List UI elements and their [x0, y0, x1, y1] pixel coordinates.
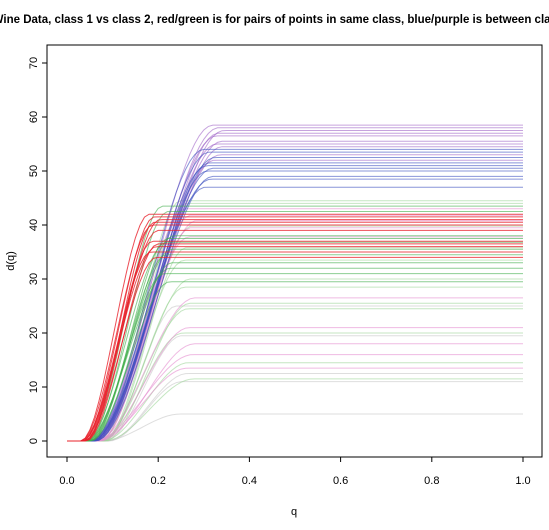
- series-line-lightgreen: [67, 308, 523, 442]
- y-tick-label: 60: [28, 111, 40, 123]
- curves-group: [67, 124, 523, 442]
- series-line-red: [67, 219, 523, 442]
- series-line-green: [67, 238, 523, 442]
- series-line-red: [67, 213, 523, 442]
- y-tick-label: 70: [28, 57, 40, 69]
- series-line-lightgreen: [67, 286, 523, 442]
- series-line-pink: [67, 297, 523, 442]
- series-line-grey: [67, 335, 523, 442]
- series-line-green: [67, 241, 523, 442]
- series-line-lightgreen: [67, 200, 523, 442]
- series-line-blue: [67, 175, 523, 442]
- x-tick-label: 0.4: [242, 475, 257, 487]
- series-line-blue: [67, 186, 523, 442]
- series-line-pink: [67, 214, 523, 442]
- series-line-lightgreen: [67, 302, 523, 442]
- series-line-red: [67, 256, 523, 442]
- chart-title: Wine Data, class 1 vs class 2, red/green…: [0, 14, 549, 26]
- series-line-purple: [67, 135, 523, 442]
- y-tick-label: 0: [28, 438, 40, 444]
- y-axis: 0 10 20 30 40 50 60 70: [28, 57, 48, 444]
- series-line-red: [67, 216, 523, 442]
- series-line-lightgreen: [67, 378, 523, 442]
- x-tick-label: 1.0: [515, 475, 530, 487]
- series-line-pink: [67, 367, 523, 442]
- series-line-blue: [67, 157, 523, 442]
- series-line-purple: [67, 130, 523, 442]
- series-line-green: [67, 267, 523, 442]
- series-line-green: [67, 248, 523, 442]
- y-tick-label: 10: [28, 381, 40, 393]
- series-line-red: [67, 240, 523, 442]
- x-tick-label: 0.6: [333, 475, 348, 487]
- series-line-green: [67, 211, 523, 442]
- series-line-grey: [67, 413, 523, 442]
- series-line-green: [67, 273, 523, 442]
- y-tick-label: 20: [28, 327, 40, 339]
- series-line-red: [67, 221, 523, 442]
- series-line-grey: [67, 373, 523, 442]
- series-line-lightgreen: [67, 362, 523, 442]
- series-line-blue: [67, 178, 523, 442]
- y-tick-label: 50: [28, 165, 40, 177]
- y-axis-label: d(q): [5, 251, 17, 271]
- x-tick-label: 0.0: [59, 475, 74, 487]
- series-line-purple: [67, 127, 523, 442]
- series-line-red: [67, 243, 523, 442]
- x-axis: 0.0 0.2 0.4 0.6 0.8 1.0: [59, 456, 531, 487]
- series-line-green: [67, 281, 523, 442]
- y-tick-label: 30: [28, 273, 40, 285]
- series-line-red: [67, 224, 523, 442]
- series-line-pink: [67, 227, 523, 442]
- series-line-green: [67, 254, 523, 442]
- y-tick-label: 40: [28, 219, 40, 231]
- series-line-pink: [67, 327, 523, 442]
- series-line-green: [67, 262, 523, 442]
- x-tick-label: 0.8: [424, 475, 439, 487]
- x-tick-label: 0.2: [151, 475, 166, 487]
- series-line-grey: [67, 381, 523, 442]
- x-axis-label: q: [291, 506, 297, 518]
- series-line-pink: [67, 354, 523, 442]
- series-line-red: [67, 246, 523, 442]
- series-line-green: [67, 205, 523, 442]
- series-line-red: [67, 251, 523, 442]
- series-line-lightgreen: [67, 247, 523, 442]
